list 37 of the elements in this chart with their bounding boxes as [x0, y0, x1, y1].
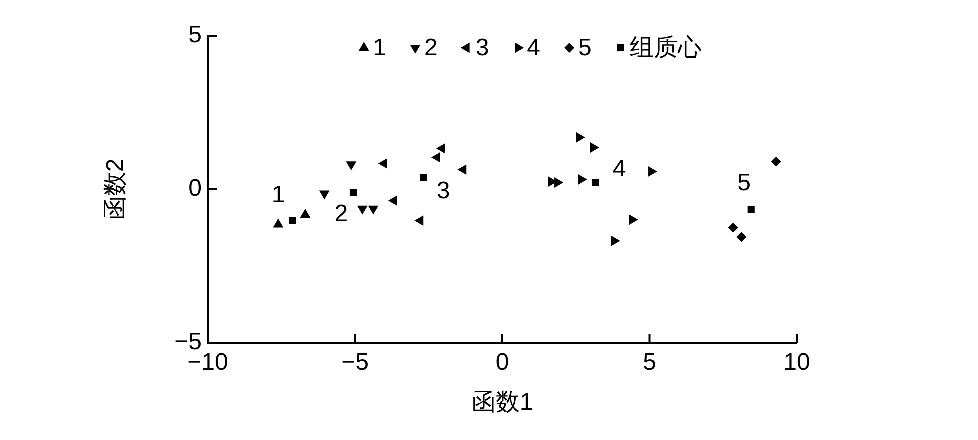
point [648, 166, 658, 177]
point [350, 189, 358, 196]
x-tick-label: 10 [784, 349, 810, 376]
legend-label: 3 [476, 34, 490, 62]
annotation: 3 [436, 177, 450, 204]
annotation: 2 [334, 200, 348, 228]
point [554, 178, 564, 188]
legend-label: 1 [373, 34, 386, 62]
point [611, 236, 620, 246]
y-axis-title: 函数2 [102, 158, 130, 220]
x-tick-label: 5 [643, 349, 656, 376]
point [288, 217, 296, 224]
annotation: 5 [738, 169, 752, 196]
point [592, 179, 600, 186]
point [578, 174, 588, 185]
point [420, 174, 428, 182]
point [319, 190, 330, 200]
point [629, 214, 638, 226]
x-axis-title: 函数1 [472, 389, 534, 416]
legend-label: 5 [578, 34, 592, 62]
point [576, 132, 586, 143]
annotation: 1 [272, 181, 286, 208]
point [590, 142, 600, 153]
legend-label: 4 [527, 34, 541, 62]
y-tick-label: 0 [188, 175, 202, 202]
point [748, 206, 755, 214]
point [728, 222, 738, 233]
legend-label: 2 [424, 34, 438, 62]
x-tick-label: −5 [342, 349, 369, 376]
annotation: 4 [612, 155, 626, 182]
point [736, 232, 747, 242]
x-tick-label: 0 [496, 349, 510, 376]
legend-label: 组质心 [630, 34, 702, 62]
point [771, 156, 782, 167]
point [357, 206, 368, 215]
point [368, 206, 379, 215]
y-tick-label: 5 [188, 22, 202, 49]
